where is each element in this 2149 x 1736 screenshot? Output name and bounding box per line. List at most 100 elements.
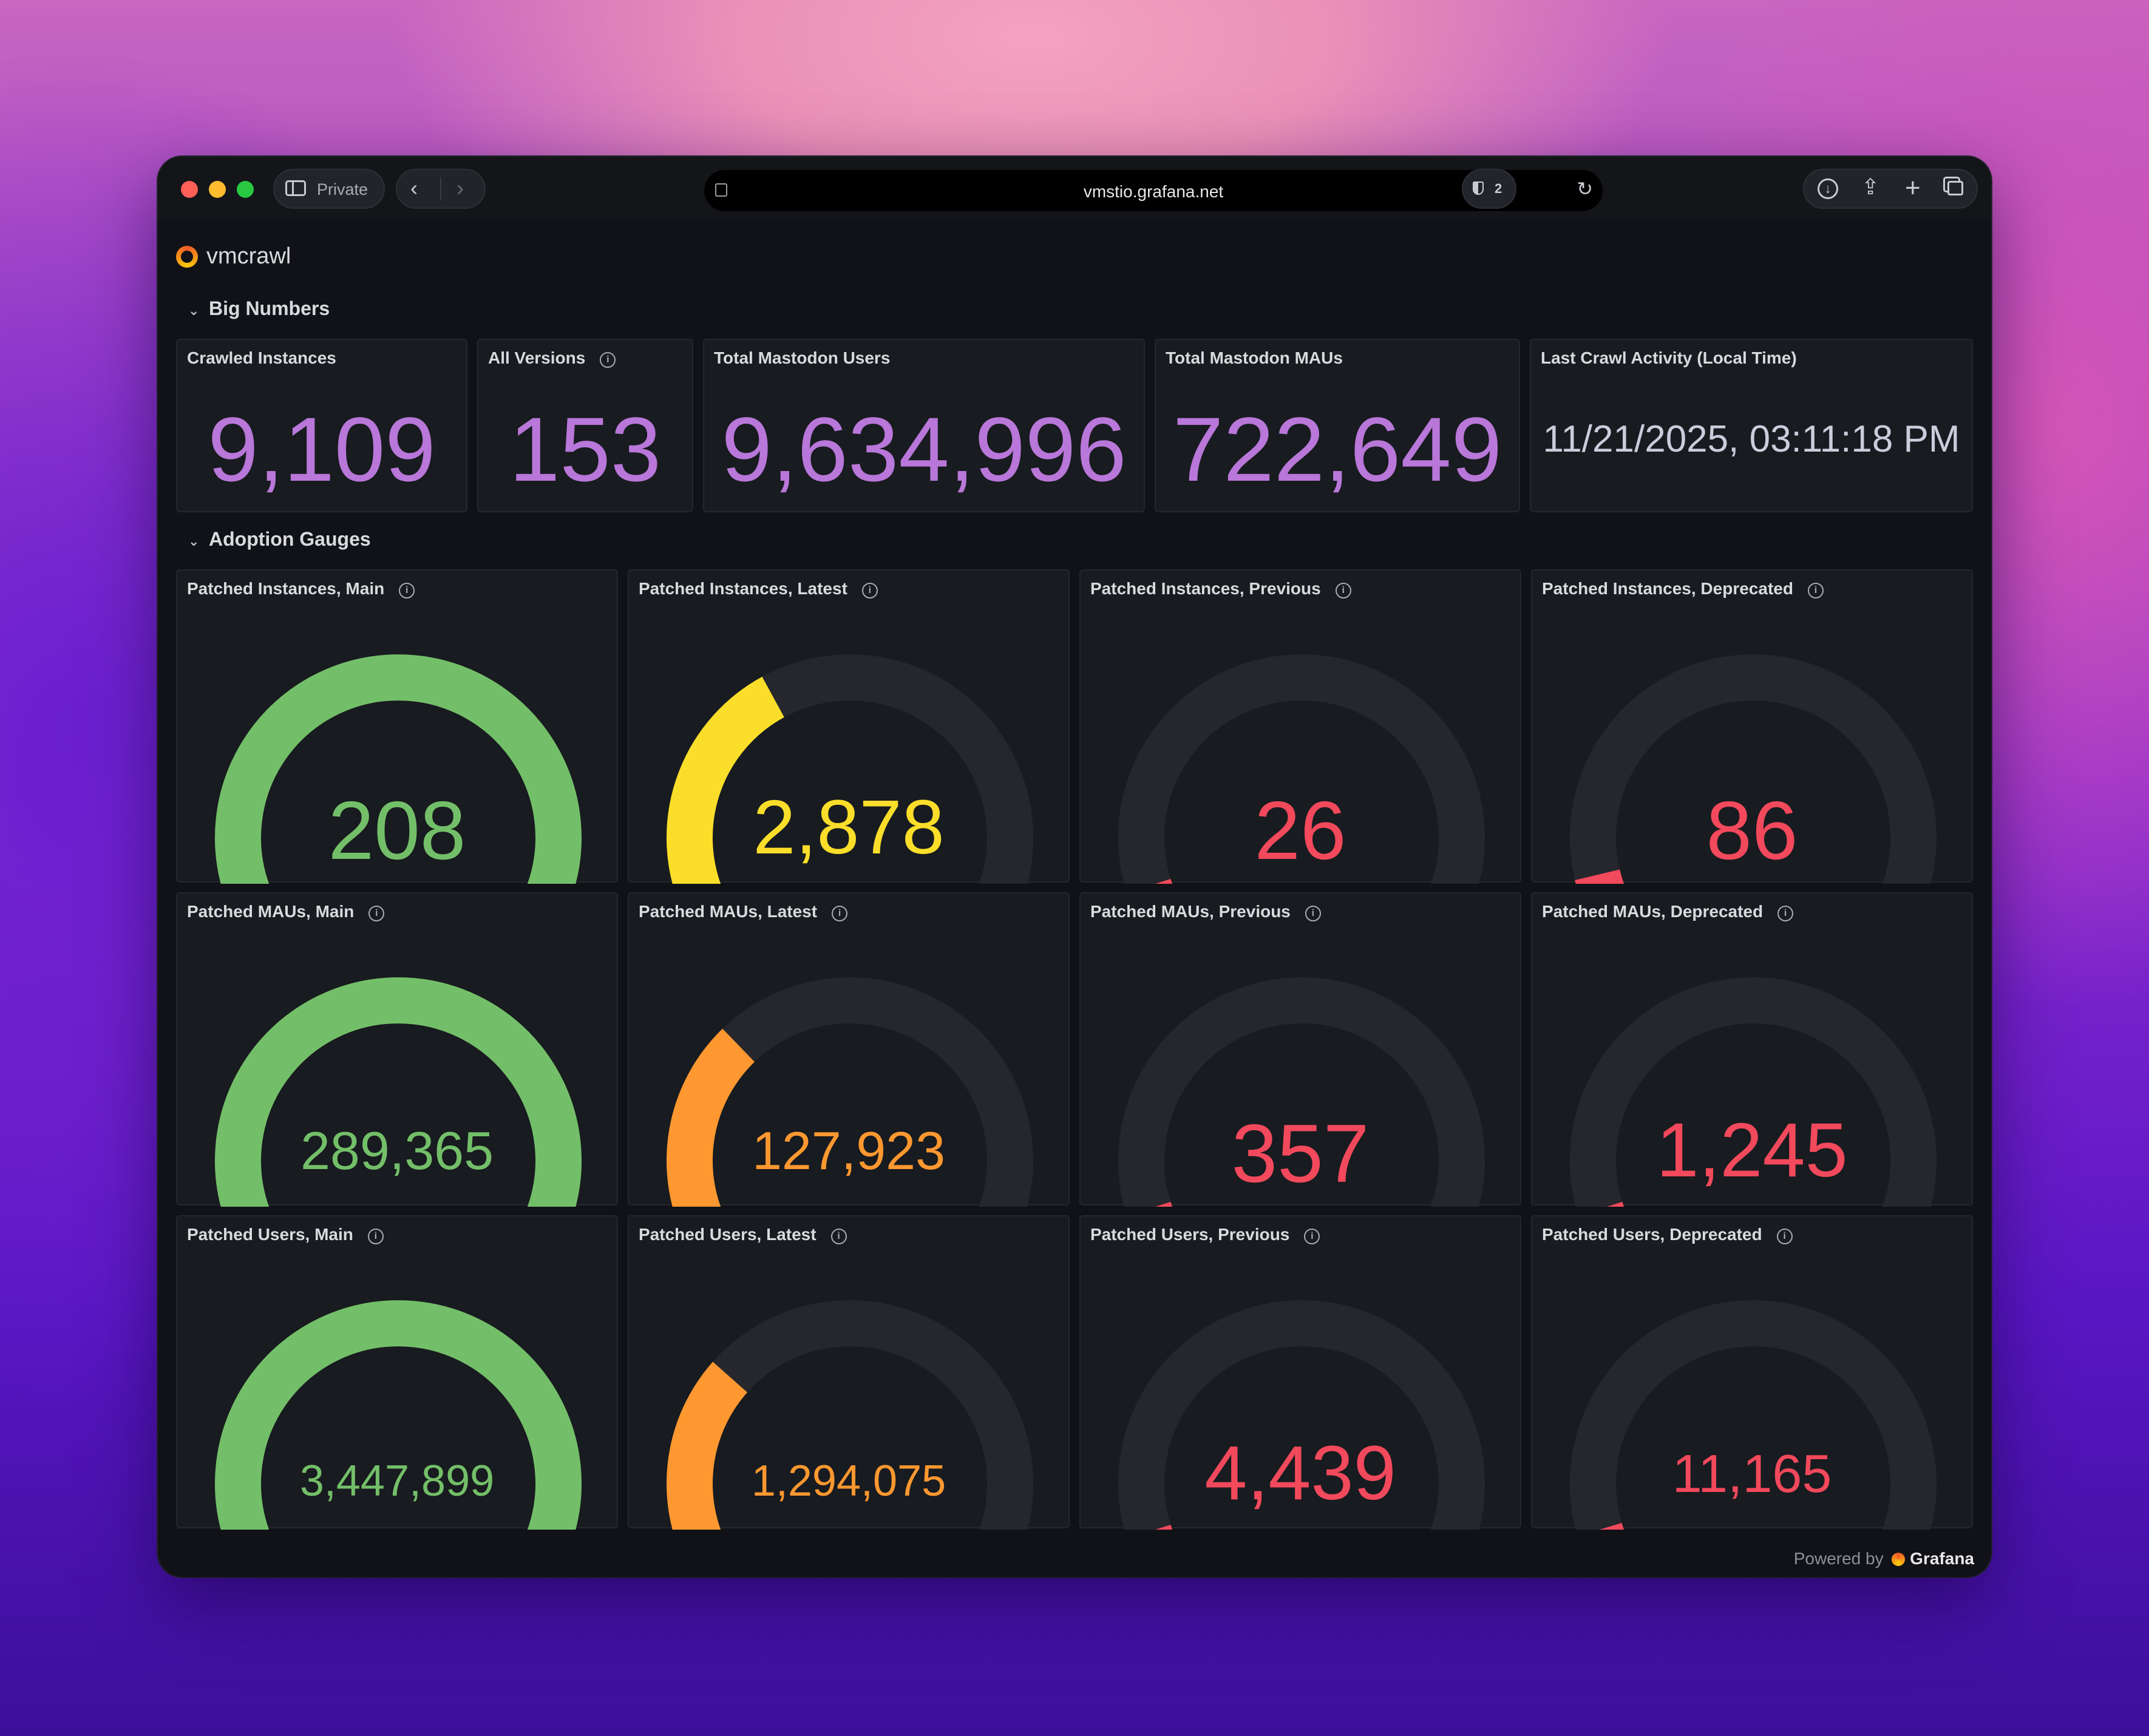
section-title: Big Numbers (209, 297, 330, 319)
gauge-chart (1570, 977, 1937, 1207)
sidebar-icon (285, 180, 306, 196)
gauge-chart (1118, 1300, 1485, 1530)
back-icon[interactable]: ‹ (410, 175, 418, 200)
gauge-panel[interactable]: Patched Users, Latest i 1,294,075 (628, 1215, 1070, 1530)
panel-title: Patched MAUs, Latest i (639, 902, 848, 921)
panel-title: Patched Instances, Deprecated i (1542, 579, 1824, 598)
stat-value: 722,649 (1172, 398, 1502, 500)
footer-brand[interactable]: Grafana (1910, 1549, 1974, 1568)
gauge-panel[interactable]: Patched MAUs, Latest i 127,923 (628, 892, 1070, 1207)
section-title: Adoption Gauges (209, 528, 371, 550)
dashboard-title[interactable]: vmcrawl (206, 243, 291, 269)
panel-title: Patched Instances, Previous i (1090, 579, 1351, 598)
info-icon[interactable]: i (861, 583, 878, 598)
gauge-panel[interactable]: Patched MAUs, Main i 289,365 (176, 892, 618, 1207)
info-icon[interactable]: i (830, 1229, 847, 1244)
section-big-numbers[interactable]: ⌄ Big Numbers (188, 297, 330, 320)
gauge-value: 127,923 (752, 1121, 946, 1181)
gauge-value: 4,439 (1204, 1430, 1396, 1516)
panel-title: Patched Instances, Main i (187, 579, 415, 598)
info-icon[interactable]: i (1304, 1229, 1320, 1244)
info-icon[interactable]: i (399, 583, 415, 598)
gauge-panel[interactable]: Patched Instances, Previous i 26 (1079, 569, 1521, 884)
panel-title: Patched Users, Latest i (639, 1225, 847, 1244)
gauge-value: 357 (1231, 1107, 1370, 1199)
panel-title: All Versions i (488, 348, 616, 368)
gauge-value: 1,294,075 (751, 1457, 946, 1505)
gauge-chart (1570, 1300, 1937, 1530)
info-icon[interactable]: i (1335, 583, 1351, 598)
forward-icon[interactable]: › (457, 175, 464, 200)
gauge-fill (666, 1028, 755, 1207)
gauge-track (1570, 977, 1937, 1207)
info-icon[interactable]: i (367, 1229, 384, 1244)
browser-actions: ↓ ⇪ + (1803, 169, 1978, 209)
gauge-panel[interactable]: Patched Users, Main i 3,447,899 (176, 1215, 618, 1530)
stat-panel[interactable]: Total Mastodon Users 9,634,996 (703, 339, 1145, 512)
reload-icon[interactable]: ↻ (1577, 178, 1593, 200)
gauge-value: 1,245 (1656, 1107, 1848, 1193)
browser-toolbar: Private ‹ › vmstio.grafana.net ↻ 2 ↓ ⇪ + (158, 157, 1991, 219)
gauge-track (1570, 1300, 1937, 1530)
share-icon[interactable]: ⇪ (1861, 174, 1880, 199)
download-icon[interactable]: ↓ (1818, 178, 1838, 199)
stat-panel[interactable]: All Versions i 153 (477, 339, 693, 512)
minimize-window-button[interactable] (209, 181, 226, 198)
gauge-value: 86 (1706, 784, 1798, 876)
stat-panel[interactable]: Crawled Instances 9,109 (176, 339, 467, 512)
panel-title: Patched Users, Previous i (1090, 1225, 1320, 1244)
address-bar[interactable]: vmstio.grafana.net ↻ (704, 170, 1603, 211)
panel-title: Total Mastodon Users (714, 348, 891, 367)
private-label: Private (317, 180, 368, 198)
new-tab-icon[interactable]: + (1905, 173, 1921, 203)
gauge-panel[interactable]: Patched MAUs, Previous i 357 (1079, 892, 1521, 1207)
gauge-chart (1570, 654, 1937, 884)
section-adoption-gauges[interactable]: ⌄ Adoption Gauges (188, 528, 371, 551)
gauge-chart (666, 1300, 1033, 1530)
privacy-report-button[interactable]: 2 (1462, 169, 1516, 209)
gauge-value: 289,365 (300, 1121, 494, 1181)
info-icon[interactable]: i (1807, 583, 1824, 598)
stat-value: 9,634,996 (721, 398, 1127, 500)
gauge-chart (215, 654, 582, 884)
stat-panel[interactable]: Last Crawl Activity (Local Time) 11/21/20… (1530, 339, 1973, 512)
info-icon[interactable]: i (368, 906, 385, 921)
shield-count: 2 (1495, 181, 1502, 196)
stat-panel[interactable]: Total Mastodon MAUs 722,649 (1155, 339, 1520, 512)
gauge-track (1118, 654, 1485, 884)
gauge-fill (215, 654, 582, 884)
gauge-panel[interactable]: Patched Instances, Deprecated i 86 (1531, 569, 1973, 884)
info-icon[interactable]: i (832, 906, 848, 921)
gauge-fill (666, 676, 785, 884)
grafana-logo[interactable] (176, 246, 198, 268)
tab-overview-icon[interactable] (1947, 181, 1963, 195)
zoom-window-button[interactable] (237, 181, 254, 198)
gauge-panel[interactable]: Patched MAUs, Deprecated i 1,245 (1531, 892, 1973, 1207)
panel-title: Last Crawl Activity (Local Time) (1541, 348, 1797, 367)
gauge-chart (215, 977, 582, 1207)
close-window-button[interactable] (181, 181, 198, 198)
info-icon[interactable]: i (1776, 1229, 1793, 1244)
info-icon[interactable]: i (600, 352, 616, 368)
gauge-fill (1575, 869, 1624, 884)
stat-value: 9,109 (208, 398, 436, 500)
gauge-value: 2,878 (753, 784, 945, 870)
gauge-track (1118, 1300, 1485, 1530)
gauge-panel[interactable]: Patched Instances, Latest i 2,878 (628, 569, 1070, 884)
sidebar-private-button[interactable]: Private (273, 169, 385, 209)
navigation-group: ‹ › (396, 169, 486, 209)
gauge-panel[interactable]: Patched Users, Previous i 4,439 (1079, 1215, 1521, 1530)
panel-title: Patched Users, Main i (187, 1225, 384, 1244)
gauge-chart (666, 654, 1033, 884)
chevron-down-icon: ⌄ (188, 534, 200, 549)
gauge-chart (1118, 977, 1485, 1207)
gauge-track (1118, 977, 1485, 1207)
url-text: vmstio.grafana.net (1083, 182, 1224, 201)
gauge-panel[interactable]: Patched Users, Deprecated i 11,165 (1531, 1215, 1973, 1530)
info-icon[interactable]: i (1305, 906, 1321, 921)
footer-prefix: Powered by (1793, 1549, 1884, 1568)
info-icon[interactable]: i (1777, 906, 1794, 921)
gauge-panel[interactable]: Patched Instances, Main i 208 (176, 569, 618, 884)
page-menu-icon[interactable] (715, 183, 727, 197)
panel-title: Patched MAUs, Deprecated i (1542, 902, 1794, 921)
